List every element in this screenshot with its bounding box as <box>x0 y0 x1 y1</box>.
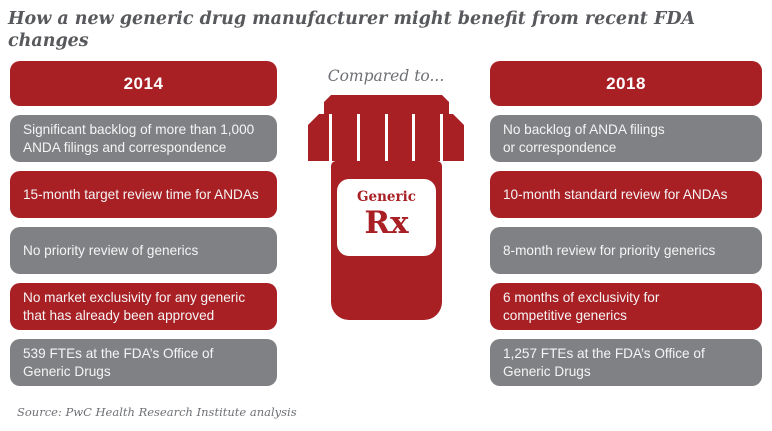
column-2018: 2018 No backlog of ANDA filings or corre… <box>490 61 762 386</box>
bottle-cap-ridge-segment <box>308 114 329 161</box>
fact-box-2018-backlog: No backlog of ANDA filings or correspond… <box>490 115 762 162</box>
bottle-label-generic-text: Generic <box>357 189 416 205</box>
fact-box-2014-review-time: 15-month target review time for ANDAs <box>10 171 277 218</box>
fact-box-2014-backlog: Significant backlog of more than 1,000 A… <box>10 115 277 162</box>
bottle-cap-ridge-segment <box>359 114 385 161</box>
page-title: How a new generic drug manufacturer migh… <box>8 9 696 51</box>
bottle-cap-top <box>324 95 449 114</box>
bottle-body: Generic Rx <box>331 161 442 320</box>
bottle-cap-ridge-segment <box>332 114 357 161</box>
bottle-label: Generic Rx <box>337 179 436 256</box>
pill-bottle-illustration: Generic Rx <box>308 95 464 320</box>
fact-box-2014-ftes: 539 FTEs at the FDA’s Office of Generic … <box>10 339 277 386</box>
bottle-cap-ridges <box>308 114 464 161</box>
compared-to-label: Compared to... <box>327 67 445 85</box>
fact-box-2018-exclusivity: 6 months of exclusivity for competitive … <box>490 283 762 330</box>
column-header-2018: 2018 <box>490 61 762 106</box>
bottle-cap-ridge-segment <box>387 114 413 161</box>
fact-box-2018-review-time: 10-month standard review for ANDAs <box>490 171 762 218</box>
bottle-label-rx-text: Rx <box>364 205 409 241</box>
bottle-cap-ridge-segment <box>443 114 464 161</box>
fact-box-2018-priority-review: 8-month review for priority generics <box>490 227 762 274</box>
fact-box-2014-priority-review: No priority review of generics <box>10 227 277 274</box>
column-header-2014: 2014 <box>10 61 277 106</box>
source-attribution: Source: PwC Health Research Institute an… <box>17 405 297 419</box>
fact-box-2014-exclusivity: No market exclusivity for any generic th… <box>10 283 277 330</box>
bottle-cap-ridge-segment <box>415 114 440 161</box>
fact-box-2018-ftes: 1,257 FTEs at the FDA’s Office of Generi… <box>490 339 762 386</box>
column-2014: 2014 Significant backlog of more than 1,… <box>10 61 277 386</box>
